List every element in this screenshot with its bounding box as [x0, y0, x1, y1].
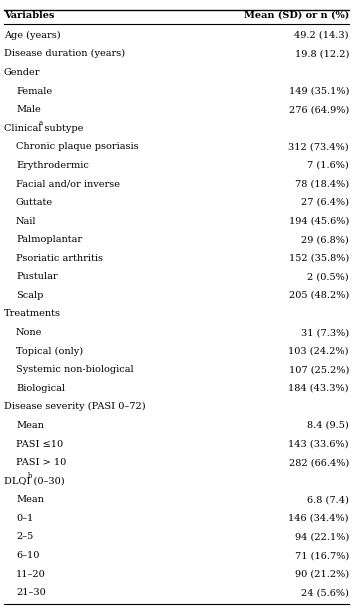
- Text: 71 (16.7%): 71 (16.7%): [295, 551, 349, 560]
- Text: Scalp: Scalp: [16, 291, 43, 300]
- Text: 0–1: 0–1: [16, 514, 33, 523]
- Text: Age (years): Age (years): [4, 31, 61, 40]
- Text: 90 (21.2%): 90 (21.2%): [295, 570, 349, 578]
- Text: Female: Female: [16, 86, 52, 95]
- Text: 205 (48.2%): 205 (48.2%): [289, 291, 349, 300]
- Text: 2–5: 2–5: [16, 532, 33, 542]
- Text: Mean: Mean: [16, 495, 44, 504]
- Text: Mean (SD) or n (%): Mean (SD) or n (%): [244, 11, 349, 20]
- Text: Pustular: Pustular: [16, 272, 58, 282]
- Text: Male: Male: [16, 105, 41, 114]
- Text: 152 (35.8%): 152 (35.8%): [289, 254, 349, 263]
- Text: 146 (34.4%): 146 (34.4%): [288, 514, 349, 523]
- Text: DLQI (0–30): DLQI (0–30): [4, 477, 65, 486]
- Text: Chronic plaque psoriasis: Chronic plaque psoriasis: [16, 142, 139, 151]
- Text: Psoriatic arthritis: Psoriatic arthritis: [16, 254, 103, 263]
- Text: PASI > 10: PASI > 10: [16, 458, 66, 467]
- Text: 7 (1.6%): 7 (1.6%): [307, 161, 349, 170]
- Text: b: b: [28, 472, 32, 480]
- Text: 6.8 (7.4): 6.8 (7.4): [307, 495, 349, 504]
- Text: Mean: Mean: [16, 421, 44, 430]
- Text: 19.8 (12.2): 19.8 (12.2): [295, 50, 349, 58]
- Text: 107 (25.2%): 107 (25.2%): [289, 365, 349, 375]
- Text: Nail: Nail: [16, 217, 36, 226]
- Text: Topical (only): Topical (only): [16, 346, 83, 356]
- Text: 276 (64.9%): 276 (64.9%): [289, 105, 349, 114]
- Text: 6–10: 6–10: [16, 551, 40, 560]
- Text: 282 (66.4%): 282 (66.4%): [289, 458, 349, 467]
- Text: Erythrodermic: Erythrodermic: [16, 161, 89, 170]
- Text: Guttate: Guttate: [16, 198, 53, 207]
- Text: None: None: [16, 328, 42, 337]
- Text: 11–20: 11–20: [16, 570, 46, 578]
- Text: Gender: Gender: [4, 68, 41, 77]
- Text: PASI ≤10: PASI ≤10: [16, 439, 63, 449]
- Text: 29 (6.8%): 29 (6.8%): [301, 235, 349, 244]
- Text: 103 (24.2%): 103 (24.2%): [288, 346, 349, 356]
- Text: 194 (45.6%): 194 (45.6%): [289, 217, 349, 226]
- Text: Treatments: Treatments: [4, 310, 61, 318]
- Text: 2 (0.5%): 2 (0.5%): [307, 272, 349, 282]
- Text: 21–30: 21–30: [16, 588, 46, 597]
- Text: Biological: Biological: [16, 384, 65, 393]
- Text: Disease severity (PASI 0–72): Disease severity (PASI 0–72): [4, 402, 146, 411]
- Text: Facial and/or inverse: Facial and/or inverse: [16, 179, 120, 188]
- Text: a: a: [39, 119, 43, 127]
- Text: Clinical subtype: Clinical subtype: [4, 124, 83, 133]
- Text: 78 (18.4%): 78 (18.4%): [295, 179, 349, 188]
- Text: 184 (43.3%): 184 (43.3%): [288, 384, 349, 393]
- Text: 312 (73.4%): 312 (73.4%): [288, 142, 349, 151]
- Text: 149 (35.1%): 149 (35.1%): [289, 86, 349, 95]
- Text: Disease duration (years): Disease duration (years): [4, 50, 125, 58]
- Text: Variables: Variables: [4, 11, 54, 20]
- Text: 143 (33.6%): 143 (33.6%): [288, 439, 349, 449]
- Text: 94 (22.1%): 94 (22.1%): [295, 532, 349, 542]
- Text: 24 (5.6%): 24 (5.6%): [301, 588, 349, 597]
- Text: 27 (6.4%): 27 (6.4%): [301, 198, 349, 207]
- Text: Palmoplantar: Palmoplantar: [16, 235, 82, 244]
- Text: Systemic non-biological: Systemic non-biological: [16, 365, 134, 375]
- Text: 49.2 (14.3): 49.2 (14.3): [294, 31, 349, 40]
- Text: 8.4 (9.5): 8.4 (9.5): [307, 421, 349, 430]
- Text: 31 (7.3%): 31 (7.3%): [301, 328, 349, 337]
